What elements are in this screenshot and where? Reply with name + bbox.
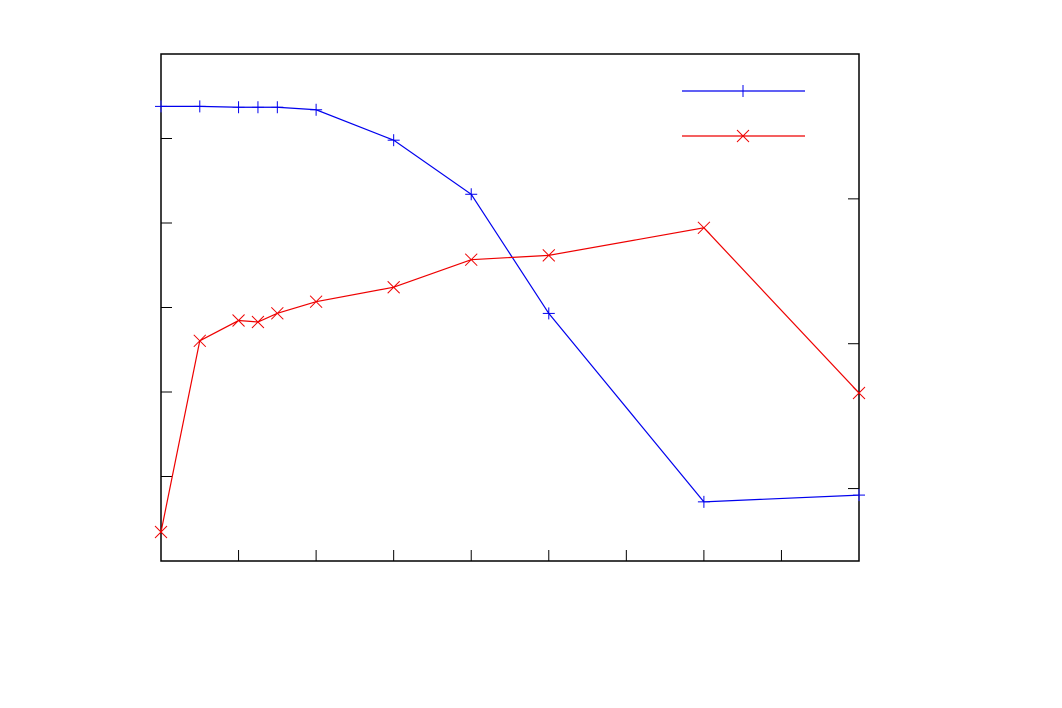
- series-2-point: [387, 280, 401, 294]
- series-2-point-b: [193, 334, 207, 348]
- series-1-point: [271, 101, 284, 114]
- series-1-point: [542, 307, 555, 320]
- series-2-point-b: [270, 306, 284, 320]
- series-2-point: [464, 253, 478, 267]
- legend: [682, 85, 805, 143]
- series-1-point: [155, 100, 167, 113]
- series-1-point: [232, 101, 245, 114]
- series-2-point-b: [464, 253, 478, 267]
- series-1-point: [853, 489, 865, 502]
- series-2-point-b: [154, 525, 168, 539]
- series-2-point: [251, 315, 265, 329]
- series-2-point-b: [852, 386, 866, 400]
- axis-ticks: [161, 138, 859, 561]
- series-1-point: [697, 495, 710, 508]
- series-1-point: [310, 103, 323, 116]
- legend-marker-2-b: [736, 129, 750, 143]
- series-2-point-b: [697, 221, 711, 235]
- series-1-point: [251, 101, 264, 114]
- series-2-point: [270, 306, 284, 320]
- series-2-point: [309, 295, 323, 309]
- series-2-point: [697, 221, 711, 235]
- series-2-line: [160, 227, 860, 533]
- series-2-point: [852, 386, 866, 400]
- legend-marker-2: [736, 129, 750, 143]
- series-layer: [154, 100, 866, 539]
- series-2-point-b: [542, 248, 556, 262]
- series-1-point: [465, 188, 478, 201]
- series-2-point: [193, 334, 207, 348]
- series-2-point: [542, 248, 556, 262]
- series-2-point: [232, 314, 245, 327]
- series-2-point-b: [309, 295, 323, 309]
- legend-marker-1: [737, 85, 749, 97]
- series-1-point: [193, 100, 206, 113]
- series-2-point-b: [232, 314, 245, 327]
- series-1-point: [387, 134, 400, 147]
- series-2-point-b: [387, 280, 401, 294]
- series-2-point-b: [251, 315, 265, 329]
- series-1-line: [161, 105, 860, 503]
- plot-frame: [160, 53, 860, 562]
- series-2-point: [154, 525, 168, 539]
